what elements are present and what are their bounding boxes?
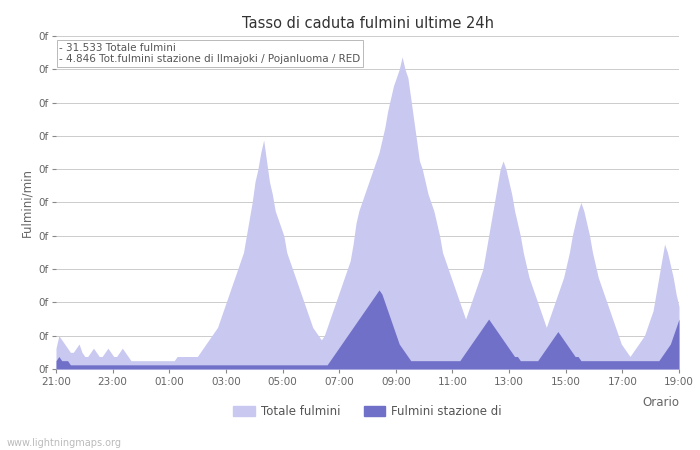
Text: Orario: Orario: [642, 396, 679, 409]
Title: Tasso di caduta fulmini ultime 24h: Tasso di caduta fulmini ultime 24h: [241, 16, 494, 31]
Text: www.lightningmaps.org: www.lightningmaps.org: [7, 438, 122, 448]
Y-axis label: Fulmini/min: Fulmini/min: [20, 168, 34, 237]
Text: - 31.533 Totale fulmini
- 4.846 Tot.fulmini stazione di Ilmajoki / Pojanluoma / : - 31.533 Totale fulmini - 4.846 Tot.fulm…: [59, 43, 360, 64]
Legend: Totale fulmini, Fulmini stazione di: Totale fulmini, Fulmini stazione di: [229, 400, 506, 423]
